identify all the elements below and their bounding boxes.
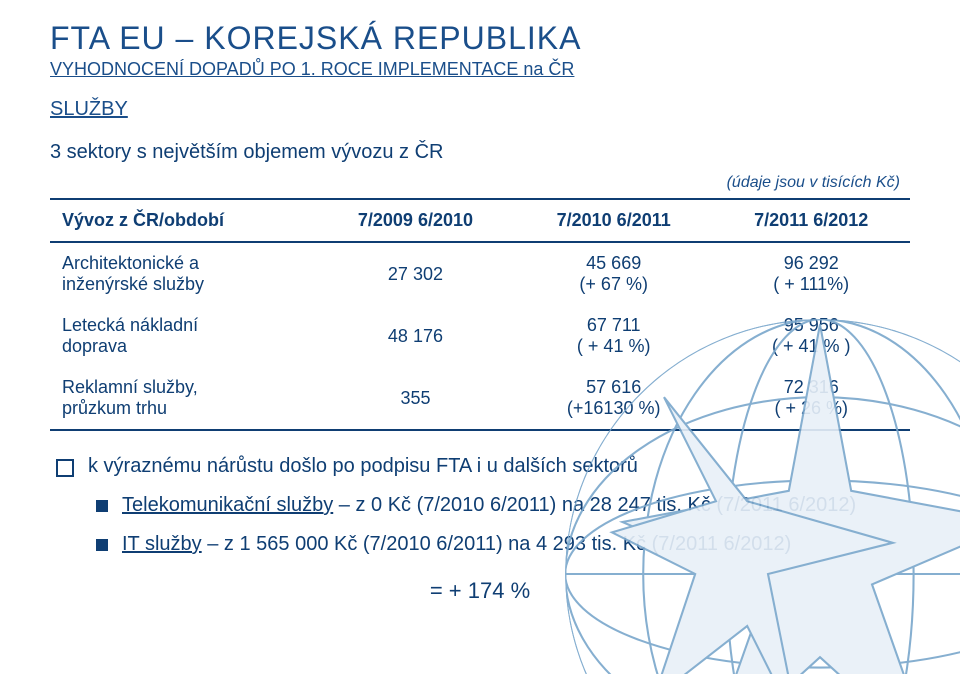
table-row: Reklamní služby,průzkum trhu 355 57 616(…: [50, 367, 910, 430]
units-note: (údaje jsou v tisících Kč): [50, 174, 910, 192]
bullet-sub: IT služby – z 1 565 000 Kč (7/2010 6/201…: [96, 533, 910, 556]
page-title: FTA EU – KOREJSKÁ REPUBLIKA: [50, 20, 910, 57]
table-row: Architektonické ainženýrské služby 27 30…: [50, 242, 910, 305]
table-header-row: Vývoz z ČR/období 7/2009 6/2010 7/2010 6…: [50, 199, 910, 242]
bullet-sub: Telekomunikační služby – z 0 Kč (7/2010 …: [96, 494, 910, 517]
col-header: Vývoz z ČR/období: [50, 199, 316, 242]
summary-value: = + 174 %: [50, 578, 910, 604]
square-icon: [96, 500, 108, 512]
cell: 96 292( + 111%): [712, 242, 910, 305]
square-icon: [96, 539, 108, 551]
cell: 48 176: [316, 305, 515, 367]
cell: 355: [316, 367, 515, 430]
cell: 57 616(+16130 %): [515, 367, 713, 430]
col-header: 7/2009 6/2010: [316, 199, 515, 242]
data-table: Vývoz z ČR/období 7/2009 6/2010 7/2010 6…: [50, 198, 910, 431]
col-header: 7/2010 6/2011: [515, 199, 713, 242]
cell: 67 711( + 41 %): [515, 305, 713, 367]
table-row: Letecká nákladnídoprava 48 176 67 711( +…: [50, 305, 910, 367]
row-label: Reklamní služby,průzkum trhu: [50, 367, 316, 430]
bullet-text: Telekomunikační služby – z 0 Kč (7/2010 …: [122, 494, 856, 517]
row-label: Letecká nákladnídoprava: [50, 305, 316, 367]
row-label: Architektonické ainženýrské služby: [50, 242, 316, 305]
cell: 72 316( + 26 %): [712, 367, 910, 430]
section-heading: SLUŽBY: [50, 98, 910, 121]
bullet-main: k výraznému nárůstu došlo po podpisu FTA…: [56, 455, 910, 478]
col-header: 7/2011 6/2012: [712, 199, 910, 242]
cell: 27 302: [316, 242, 515, 305]
bullet-text: k výraznému nárůstu došlo po podpisu FTA…: [88, 455, 638, 478]
cell: 95 956( + 41 % ): [712, 305, 910, 367]
bullet-text: IT služby – z 1 565 000 Kč (7/2010 6/201…: [122, 533, 791, 556]
page-subtitle: VYHODNOCENÍ DOPADŮ PO 1. ROCE IMPLEMENTA…: [50, 59, 910, 80]
checkbox-icon: [56, 459, 74, 477]
cell: 45 669(+ 67 %): [515, 242, 713, 305]
section-description: 3 sektory s největším objemem vývozu z Č…: [50, 141, 910, 164]
